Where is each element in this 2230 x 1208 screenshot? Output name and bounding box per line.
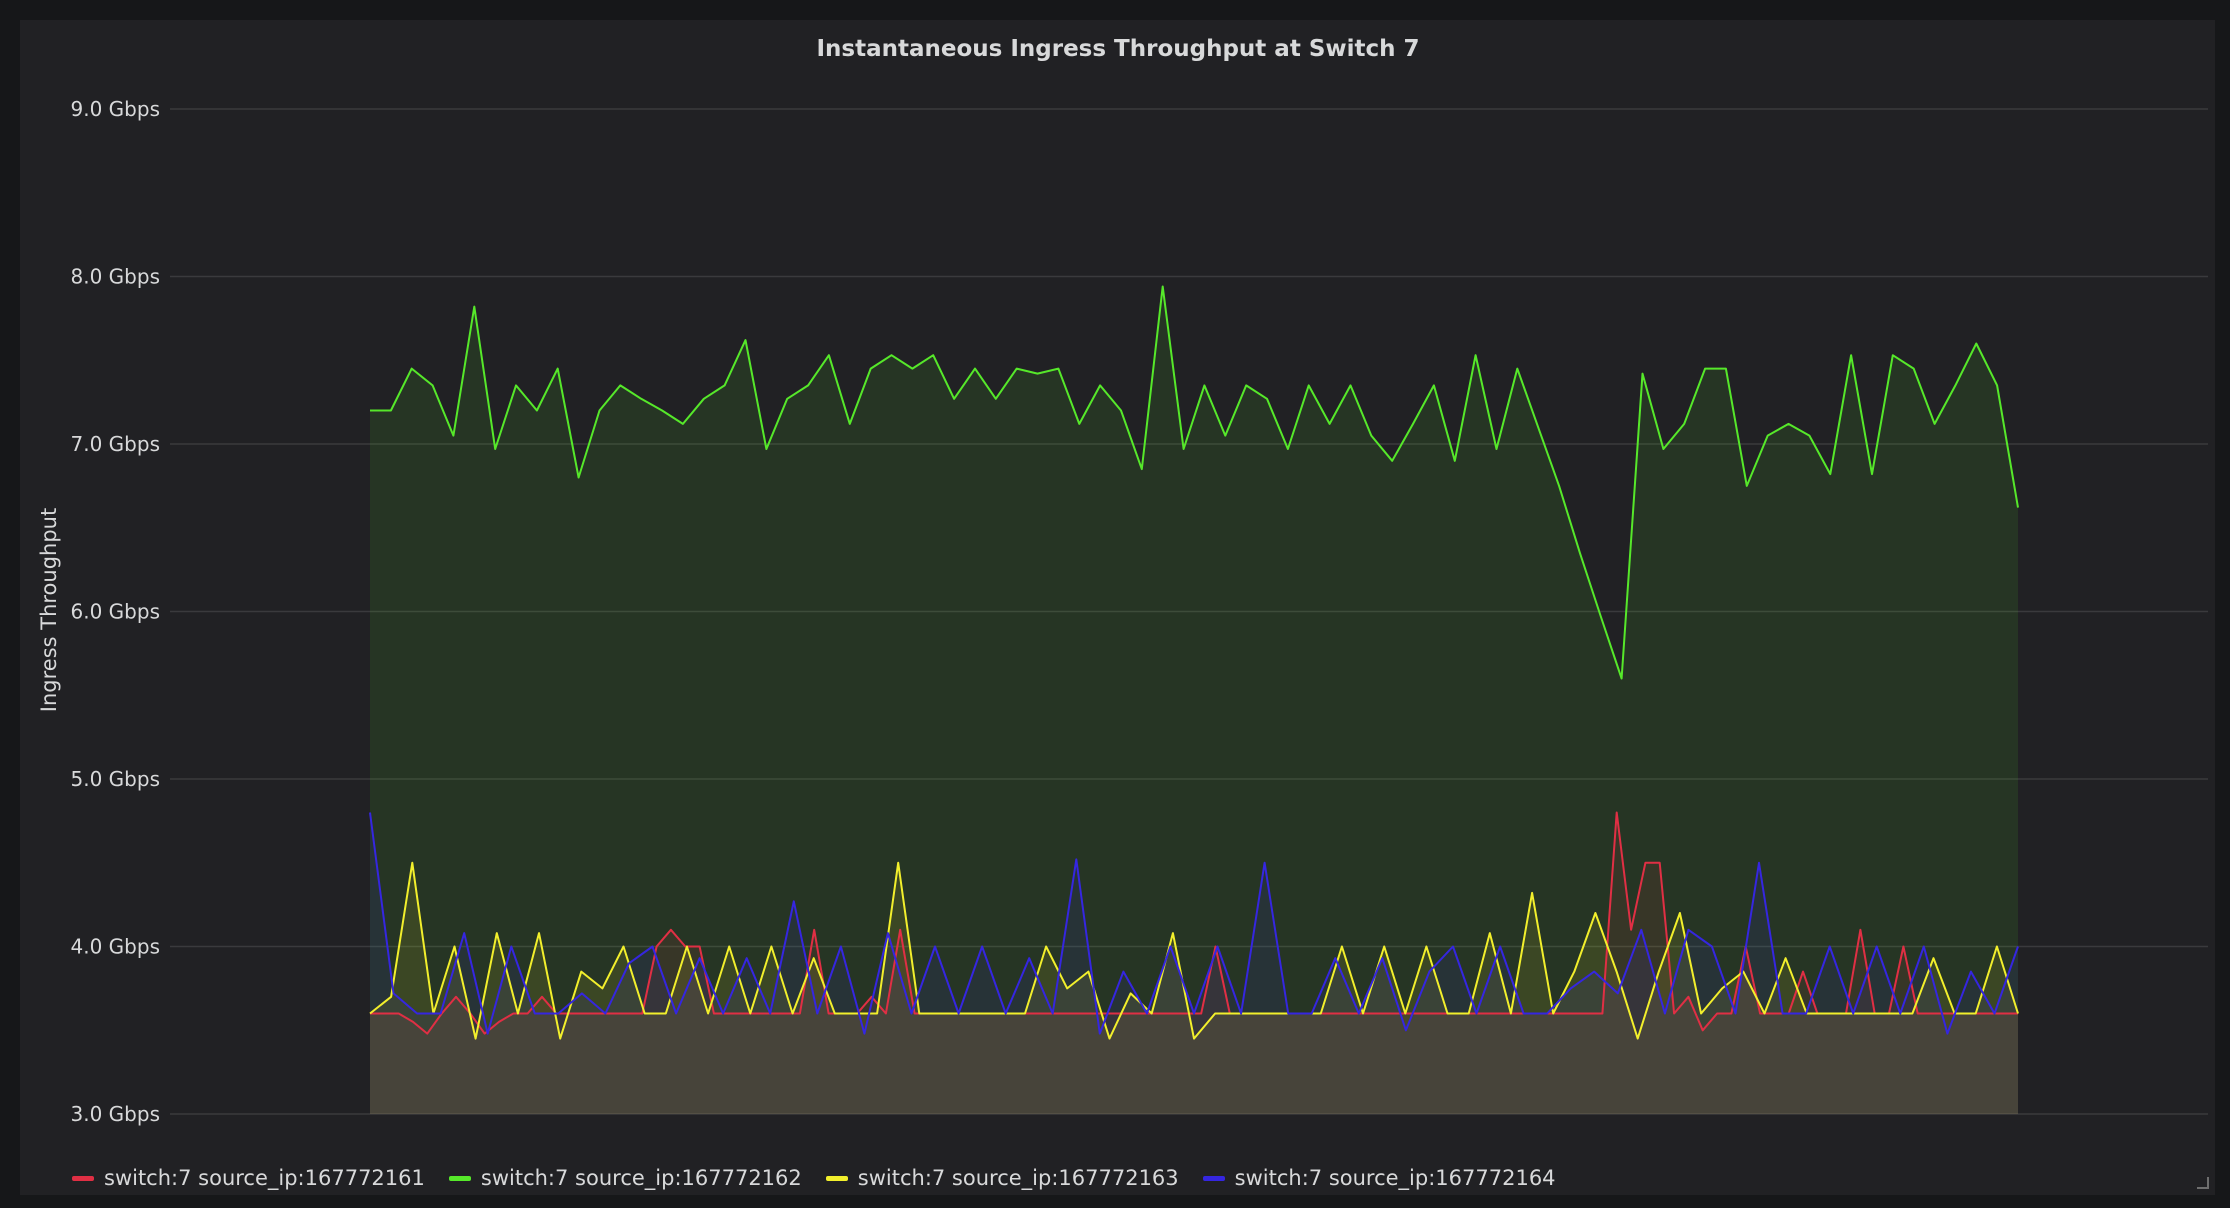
y-tick-label: 5.0 Gbps — [71, 767, 160, 791]
legend-label: switch:7 source_ip:167772164 — [1234, 1166, 1556, 1190]
series-line-4[interactable] — [369, 812, 2019, 1035]
series-lines — [369, 285, 2019, 1040]
legend-label: switch:7 source_ip:167772163 — [857, 1166, 1179, 1190]
legend-item-3[interactable]: switch:7 source_ip:167772163 — [825, 1166, 1179, 1190]
y-axis-ticks: 3.0 Gbps 4.0 Gbps 5.0 Gbps 6.0 Gbps 7.0 Gbps… — [71, 97, 160, 1126]
series-area-2 — [370, 286, 2018, 1114]
legend: switch:7 source_ip:167772161 switch:7 sou… — [72, 1166, 1580, 1190]
legend-item-4[interactable]: switch:7 source_ip:167772164 — [1202, 1166, 1556, 1190]
y-tick-label: 8.0 Gbps — [71, 265, 160, 289]
grid-lines — [170, 108, 2208, 1115]
series-fills — [370, 286, 2018, 1114]
series-area-1 — [370, 812, 2018, 1114]
legend-label: switch:7 source_ip:167772162 — [480, 1166, 802, 1190]
legend-swatch — [72, 1175, 94, 1181]
series-area-3 — [370, 862, 2018, 1114]
series-line-3[interactable] — [369, 861, 2019, 1040]
y-tick-label: 9.0 Gbps — [71, 97, 160, 121]
legend-swatch — [825, 1175, 848, 1181]
legend-item-1[interactable]: switch:7 source_ip:167772161 — [72, 1166, 425, 1190]
legend-swatch — [448, 1175, 471, 1181]
chart-title: Instantaneous Ingress Throughput at Swit… — [816, 36, 1419, 62]
panel-resize-handle[interactable] — [2197, 1177, 2209, 1189]
series-line-2[interactable] — [370, 285, 2019, 680]
legend-label: switch:7 source_ip:167772161 — [104, 1166, 425, 1190]
legend-swatch — [1202, 1175, 1225, 1181]
y-tick-label: 3.0 Gbps — [71, 1102, 160, 1126]
series-area-4 — [370, 812, 2018, 1114]
chart-area: Instantaneous Ingress Throughput at Swit… — [37, 36, 2208, 1126]
y-tick-label: 6.0 Gbps — [71, 600, 160, 624]
legend-item-2[interactable]: switch:7 source_ip:167772162 — [448, 1166, 802, 1190]
y-axis-title: Ingress Throughput — [37, 508, 61, 712]
graph-panel: Instantaneous Ingress Throughput at Swit… — [20, 20, 2215, 1195]
y-tick-label: 4.0 Gbps — [71, 935, 160, 959]
y-tick-label: 7.0 Gbps — [71, 432, 160, 456]
